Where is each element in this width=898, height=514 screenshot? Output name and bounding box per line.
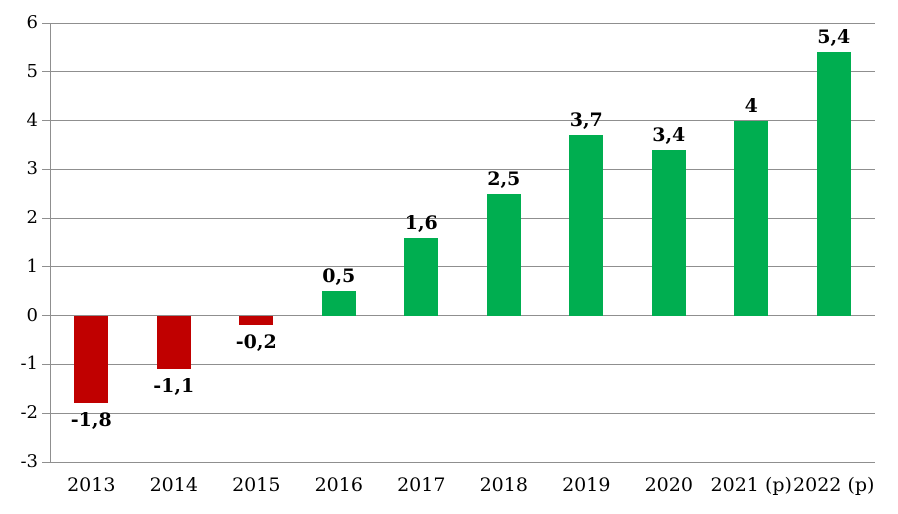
- bar-value-label: -0,2: [235, 331, 277, 354]
- bar-positive: [734, 120, 769, 316]
- bar-positive: [404, 237, 439, 316]
- bar-value-label: 1,6: [404, 211, 438, 234]
- plot-area: -1,8 -1,1 -0,2 0,5 1,6 2,5 3,7 3,4 4 5,4: [42, 22, 875, 463]
- bar-value-label: 2,5: [487, 167, 521, 190]
- y-tick-label: -3: [20, 451, 38, 472]
- x-tick-label: 2021 (p): [710, 474, 792, 496]
- bar-positive: [816, 52, 851, 316]
- x-tick-label: 2020: [644, 474, 693, 496]
- gridline: [42, 461, 875, 463]
- gridline: [42, 71, 875, 73]
- x-axis-labels: 2013 2014 2015 2016 2017 2018 2019 2020 2021 (p)…: [50, 471, 875, 499]
- bar-value-label: 0,5: [322, 265, 356, 288]
- bar-value-label: -1,8: [70, 409, 112, 432]
- gridline: [42, 22, 875, 24]
- bar-positive: [569, 135, 604, 316]
- x-tick-label: 2022 (p): [793, 474, 875, 496]
- x-tick-label: 2015: [232, 474, 281, 496]
- bar-positive: [486, 193, 521, 316]
- gridline: [42, 120, 875, 122]
- y-tick-label: -1: [20, 353, 38, 375]
- bar-positive: [651, 149, 686, 316]
- gridline: [42, 217, 875, 219]
- x-tick-label: 2013: [67, 474, 116, 496]
- x-tick-label: 2019: [562, 474, 611, 496]
- gridline: [42, 363, 875, 365]
- y-axis-line: [50, 23, 51, 462]
- y-tick-label: 2: [26, 207, 38, 229]
- gridline: [42, 412, 875, 414]
- gridline: [42, 266, 875, 268]
- x-tick-label: 2017: [397, 474, 446, 496]
- bar-negative: [156, 315, 191, 370]
- x-tick-label: 2016: [314, 474, 363, 496]
- gridline: [42, 168, 875, 170]
- bar-value-label: 4: [744, 94, 758, 117]
- x-tick-label: 2014: [149, 474, 198, 496]
- bar-value-label: 5,4: [817, 26, 851, 49]
- bar-negative: [239, 315, 274, 326]
- y-tick-label: 0: [26, 304, 38, 326]
- y-tick-label: 5: [26, 60, 38, 82]
- bar-value-label: 3,7: [569, 109, 603, 132]
- y-tick-label: 4: [26, 109, 38, 131]
- gridline: [42, 315, 875, 317]
- y-tick-label: 3: [26, 158, 38, 180]
- bar-positive: [321, 291, 356, 316]
- x-tick-label: 2018: [479, 474, 528, 496]
- y-tick-label: -2: [20, 402, 38, 424]
- bar-negative: [74, 315, 109, 404]
- bar-value-label: 3,4: [652, 123, 686, 146]
- y-tick-label: 6: [26, 12, 38, 33]
- y-tick-label: 1: [26, 255, 38, 277]
- bar-value-label: -1,1: [153, 375, 195, 398]
